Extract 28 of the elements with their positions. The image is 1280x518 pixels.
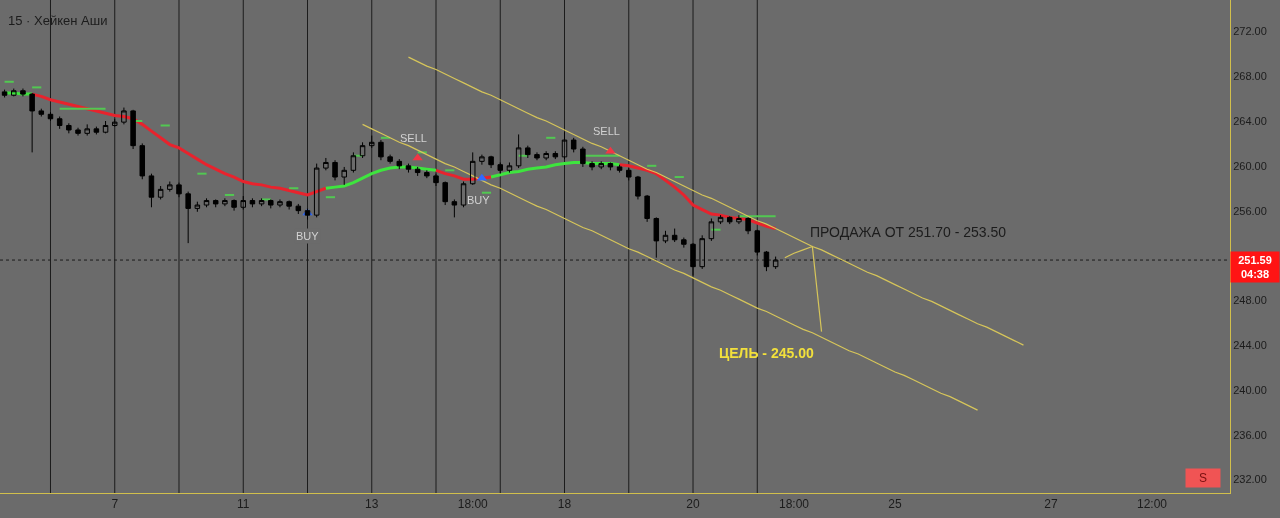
y-tick-label: 232.00 [1233, 473, 1267, 486]
x-tick-label: 18 [557, 497, 572, 512]
annotation: SELL [400, 132, 427, 144]
y-tick-label: 248.00 [1233, 294, 1267, 307]
x-tick-label: 25 [888, 497, 902, 512]
y-tick-label: 272.00 [1233, 25, 1267, 38]
y-tick-label: 268.00 [1233, 70, 1267, 83]
x-tick-label: 12:00 [1136, 497, 1168, 512]
annotation: BUY [467, 194, 491, 206]
x-tick-label: 18:00 [457, 497, 489, 512]
x-tick-label: 7 [111, 497, 119, 512]
x-tick-label: 13 [365, 497, 379, 512]
y-tick-label: 260.00 [1233, 159, 1267, 172]
x-tick-label: 11 [237, 497, 250, 512]
annotation: SELL [593, 125, 620, 137]
annotation: BUY [296, 230, 320, 242]
y-tick-label: 264.00 [1233, 114, 1267, 127]
annotation: ПРОДАЖА ОТ 251.70 - 253.50 [810, 224, 1007, 240]
y-tick-label: 256.00 [1233, 204, 1267, 217]
annotation: ЦЕЛЬ - 245.00 [719, 345, 814, 361]
y-tick-label: 244.00 [1233, 338, 1267, 351]
x-tick-label: 27 [1044, 497, 1058, 512]
annotation: S [1198, 471, 1208, 485]
x-tick-label: 18:00 [778, 497, 810, 512]
y-tick-label: 240.00 [1233, 383, 1267, 396]
x-tick-label: 20 [686, 497, 701, 512]
ref-line-label: 251.59 04:38 [1238, 254, 1272, 281]
y-tick-label: 236.00 [1233, 428, 1267, 441]
